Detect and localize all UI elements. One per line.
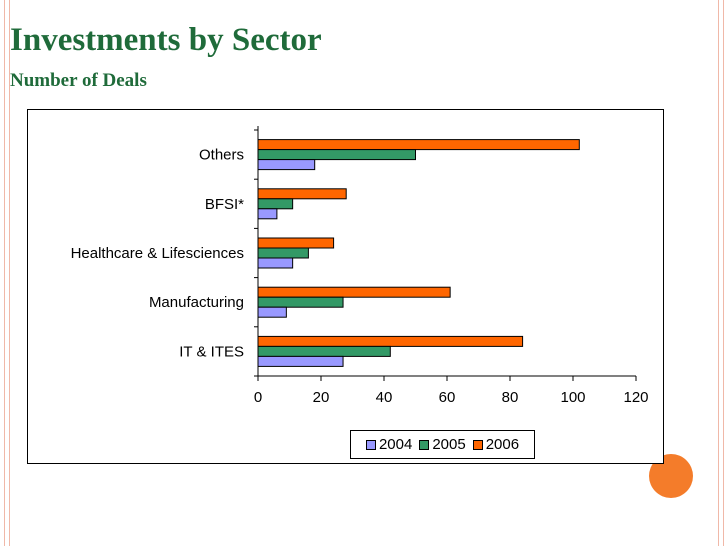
bar-2005-3 <box>257 296 344 308</box>
left-rule-inner <box>9 0 10 546</box>
category-label-2: Healthcare & Lifesciences <box>71 245 244 262</box>
legend-swatch-2005 <box>419 439 430 450</box>
legend-item-2006: 2006 <box>472 436 520 453</box>
category-label-4: IT & ITES <box>179 343 244 360</box>
x-tick-label-1: 20 <box>313 389 330 406</box>
bar-2006-4 <box>257 335 524 347</box>
x-tick-label-2: 40 <box>376 389 393 406</box>
bar-2005-4 <box>257 345 391 357</box>
x-tick-label-5: 100 <box>560 389 585 406</box>
bar-2006-2 <box>257 237 335 249</box>
bar-2004-3 <box>257 306 287 318</box>
bar-2005-0 <box>257 149 416 161</box>
legend-label-2005: 2005 <box>432 436 466 453</box>
category-label-0: Others <box>199 147 244 164</box>
chart-frame: Others BFSI* Healthcare & Lifesciences Manu… <box>27 109 664 464</box>
x-tick-label-6: 120 <box>623 389 648 406</box>
slide-subtitle: Number of Deals <box>10 70 147 91</box>
x-tick-label-3: 60 <box>439 389 456 406</box>
left-rule-outer <box>4 0 5 546</box>
chart-legend: 2004 2005 2006 <box>350 430 535 459</box>
bar-2004-4 <box>257 355 344 367</box>
bar-2004-1 <box>257 208 278 220</box>
bar-2004-2 <box>257 257 294 269</box>
bar-2006-3 <box>257 286 451 298</box>
right-rule-outer <box>718 0 719 546</box>
category-label-1: BFSI* <box>205 196 244 213</box>
legend-label-2006: 2006 <box>485 436 520 453</box>
right-rule-inner <box>723 0 724 546</box>
category-label-3: Manufacturing <box>149 294 244 311</box>
bar-2005-2 <box>257 247 309 259</box>
bar-chart: Others BFSI* Healthcare & Lifesciences Manu… <box>71 126 649 406</box>
bar-2006-0 <box>257 139 580 151</box>
legend-label-2004: 2004 <box>378 436 413 453</box>
slide-title: Investments by Sector <box>10 22 322 58</box>
legend-swatch-2004 <box>365 439 376 450</box>
legend-swatch-2006 <box>472 439 483 450</box>
legend-item-2005: 2005 <box>419 436 466 453</box>
legend-item-2004: 2004 <box>365 436 413 453</box>
x-tick-label-0: 0 <box>254 389 262 406</box>
bar-2004-0 <box>257 159 316 171</box>
x-tick-label-4: 80 <box>502 389 519 406</box>
bar-2005-1 <box>257 198 294 210</box>
bar-2006-1 <box>257 188 347 200</box>
